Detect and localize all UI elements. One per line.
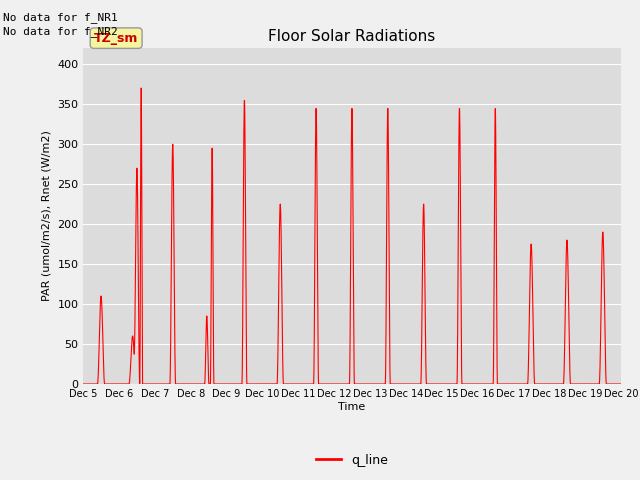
Text: No data for f_NR1: No data for f_NR1 [3,12,118,23]
Text: TZ_sm: TZ_sm [94,32,138,45]
Legend: q_line: q_line [311,449,393,472]
X-axis label: Time: Time [339,402,365,412]
Title: Floor Solar Radiations: Floor Solar Radiations [268,29,436,44]
Y-axis label: PAR (umol/m2/s), Rnet (W/m2): PAR (umol/m2/s), Rnet (W/m2) [42,131,52,301]
Text: No data for f_NR2: No data for f_NR2 [3,26,118,37]
